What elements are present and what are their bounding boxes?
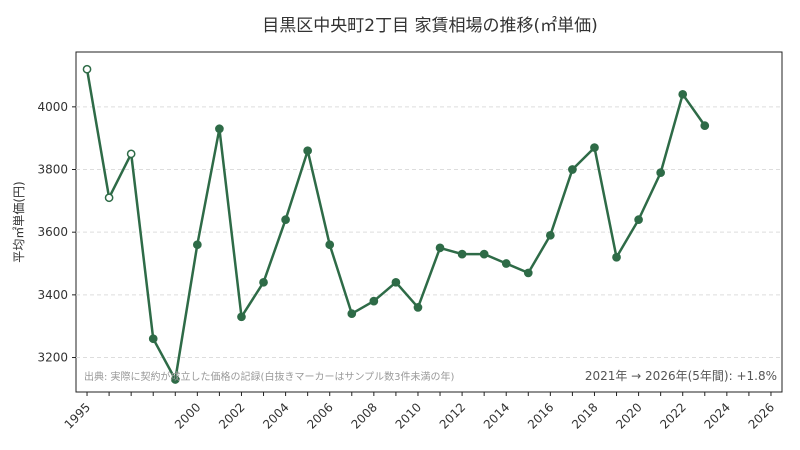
y-tick-label: 4000 bbox=[37, 100, 68, 114]
data-point bbox=[634, 215, 643, 224]
x-tick-label: 2008 bbox=[348, 400, 379, 431]
y-tick-label: 3600 bbox=[37, 225, 68, 239]
x-tick-label: 1995 bbox=[62, 400, 93, 431]
data-point bbox=[678, 89, 688, 99]
data-point bbox=[501, 259, 511, 268]
data-point bbox=[479, 249, 489, 259]
data-point bbox=[369, 296, 379, 306]
x-tick-label: 2020 bbox=[613, 400, 644, 431]
data-point bbox=[435, 243, 445, 253]
series bbox=[82, 64, 710, 384]
data-point bbox=[281, 215, 290, 224]
data-point bbox=[347, 309, 357, 319]
x-tick-label: 2004 bbox=[260, 400, 291, 431]
data-point bbox=[612, 252, 621, 262]
data-point bbox=[325, 240, 335, 250]
summary-text: 2021年 → 2026年(5年間): +1.8% bbox=[585, 369, 777, 383]
x-tick-label: 2012 bbox=[437, 400, 468, 431]
data-point bbox=[590, 143, 599, 152]
chart-title: 目黒区中央町2丁目 家賃相場の推移(㎡単価) bbox=[262, 16, 597, 36]
source-note: 出典: 実際に契約が成立した価格の記録(白抜きマーカーはサンプル数3件未満の年) bbox=[84, 370, 455, 383]
data-point bbox=[259, 277, 268, 287]
plot-area bbox=[75, 51, 783, 393]
x-tick-label: 2002 bbox=[216, 400, 247, 431]
y-tick-label: 3200 bbox=[37, 351, 68, 365]
data-point bbox=[237, 312, 246, 322]
data-point bbox=[215, 124, 224, 134]
x-tick-label: 2014 bbox=[481, 400, 512, 431]
y-tick-label: 3400 bbox=[37, 288, 68, 302]
data-point bbox=[391, 277, 401, 287]
data-point bbox=[656, 168, 666, 177]
y-axis-label: 平均㎡単価(円) bbox=[12, 181, 26, 262]
data-point bbox=[192, 240, 202, 250]
x-tick-label: 2006 bbox=[304, 400, 335, 431]
y-tick-label: 3800 bbox=[37, 163, 68, 177]
data-point-open bbox=[82, 64, 92, 74]
x-tick-label: 2000 bbox=[172, 400, 203, 431]
data-point bbox=[700, 121, 710, 130]
data-point bbox=[303, 146, 313, 156]
data-point-open bbox=[104, 193, 114, 203]
x-tick-label: 2022 bbox=[657, 400, 688, 431]
x-tick-label: 2024 bbox=[701, 400, 732, 431]
data-point bbox=[568, 165, 577, 174]
data-point bbox=[148, 334, 158, 344]
data-point bbox=[545, 230, 555, 240]
data-point bbox=[170, 375, 180, 384]
x-tick-label: 2018 bbox=[569, 400, 600, 431]
y-axis: 3200 3400 3600 3800 4000 bbox=[37, 100, 76, 365]
data-point bbox=[457, 249, 467, 259]
data-point-open bbox=[126, 149, 136, 159]
data-point bbox=[523, 268, 533, 278]
x-axis: 1995 2000 2002 2004 2006 2008 2010 2012 2014 2016… bbox=[62, 392, 777, 432]
x-tick-label: 2010 bbox=[393, 400, 424, 431]
x-tick-label: 2016 bbox=[525, 400, 556, 431]
data-point bbox=[413, 303, 423, 312]
grid-lines bbox=[76, 106, 782, 359]
x-tick-label: 2026 bbox=[746, 400, 777, 431]
